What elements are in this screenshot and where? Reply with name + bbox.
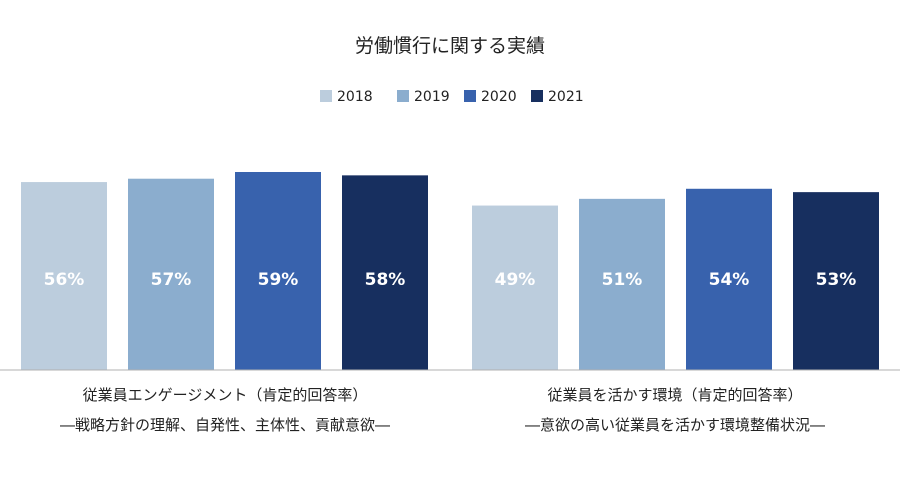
- bars: 56% 49% 57% 51% 59% 54% 58% 53%: [21, 172, 879, 370]
- category-labels: 従業員エンゲージメント（肯定的回答率） ―戦略方針の理解、自発性、主体性、貢献意欲…: [60, 386, 825, 434]
- legend-swatch-2019: [397, 90, 409, 102]
- category-label-2-line1: 従業員を活かす環境（肯定的回答率）: [547, 386, 802, 404]
- bar-2021-cat2: [793, 192, 879, 370]
- legend-label-2018: 2018: [337, 89, 373, 105]
- category-label-1-line1: 従業員エンゲージメント（肯定的回答率）: [83, 386, 368, 404]
- legend-swatch-2018: [320, 90, 332, 102]
- data-label-2020-cat1: 59%: [258, 270, 299, 290]
- bar-2018-cat1: [21, 182, 107, 370]
- data-label-2018-cat1: 56%: [44, 270, 85, 290]
- category-label-1-line2: ―戦略方針の理解、自発性、主体性、貢献意欲―: [60, 416, 390, 434]
- bar-2020-cat2: [686, 188, 772, 370]
- data-label-2021-cat2: 53%: [816, 270, 857, 290]
- data-label-2021-cat1: 58%: [365, 270, 406, 290]
- bar-2021-cat1: [342, 175, 428, 370]
- legend-label-2019: 2019: [414, 89, 450, 105]
- legend-label-2020: 2020: [481, 89, 517, 105]
- category-label-2-line2: ―意欲の高い従業員を活かす環境整備状況―: [525, 416, 825, 434]
- bar-2018-cat2: [472, 205, 558, 370]
- legend-label-2021: 2021: [548, 89, 584, 105]
- legend-swatch-2020: [464, 90, 476, 102]
- bar-2019-cat1: [128, 178, 214, 370]
- data-label-2018-cat2: 49%: [495, 270, 536, 290]
- chart-title: 労働慣行に関する実績: [355, 35, 545, 57]
- bar-2020-cat1: [235, 172, 321, 370]
- data-label-2019-cat1: 57%: [151, 270, 192, 290]
- bar-2019-cat2: [579, 198, 665, 370]
- data-label-2020-cat2: 54%: [709, 270, 750, 290]
- legend-swatch-2021: [531, 90, 543, 102]
- legend: 2018 2019 2020 2021: [320, 89, 584, 105]
- data-label-2019-cat2: 51%: [602, 270, 643, 290]
